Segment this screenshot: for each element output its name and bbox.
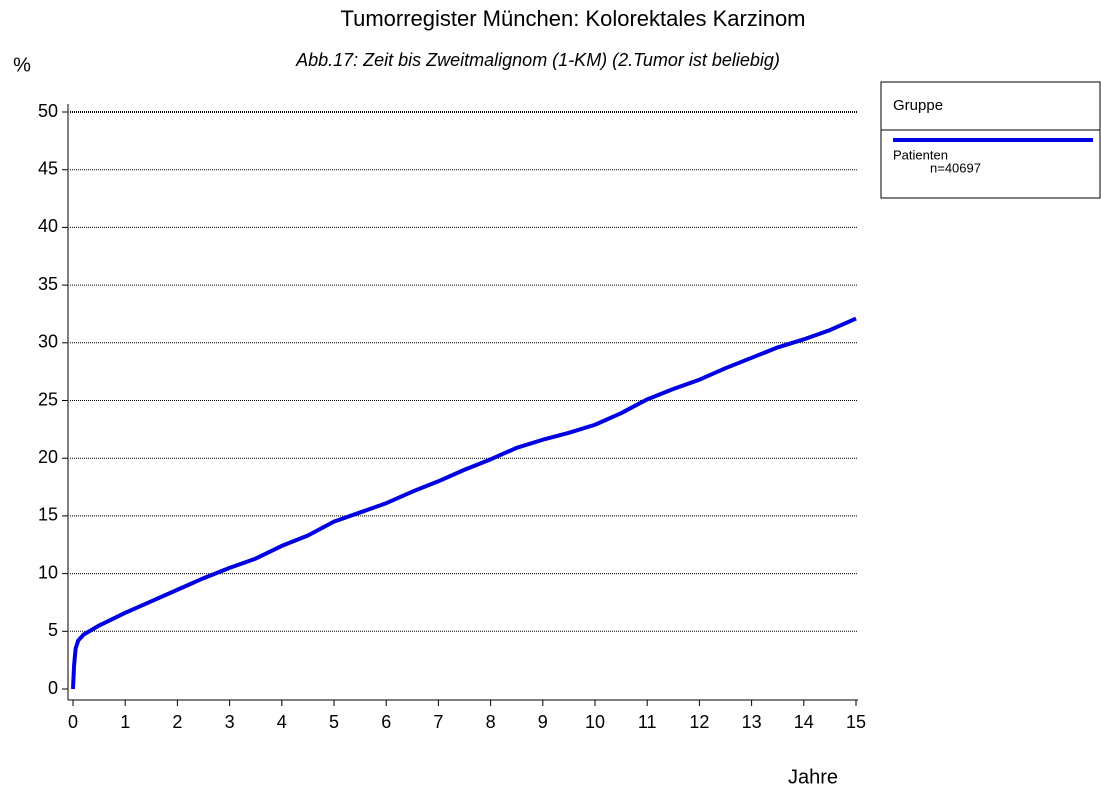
x-tick-label: 7 [433,712,443,732]
y-tick-label: 15 [38,505,58,525]
x-tick-label: 6 [381,712,391,732]
x-tick-label: 0 [68,712,78,732]
y-tick-label: 35 [38,274,58,294]
x-tick-label: 10 [585,712,605,732]
y-axis-label: % [13,54,31,76]
x-tick-label: 5 [329,712,339,732]
legend-box [880,81,1101,199]
x-tick-label: 11 [638,712,657,732]
y-tick-label: 45 [38,158,58,178]
y-tick-label: 10 [38,562,58,582]
y-tick-label: 5 [48,620,58,640]
y-tick-label: 40 [38,216,58,236]
x-tick-label: 9 [538,712,548,732]
legend-title: Gruppe [893,97,943,114]
legend-label: Patienten [893,147,948,162]
y-tick-label: 0 [48,678,58,698]
x-tick-label: 2 [172,712,182,732]
y-tick-label: 20 [38,447,58,467]
x-tick-label: 15 [846,712,866,732]
x-tick-label: 12 [689,712,709,732]
data-line [71,316,857,690]
x-tick-label: 4 [277,712,287,732]
x-axis-label: Jahre [788,766,838,788]
x-tick-label: 14 [794,712,814,732]
y-tick-label: 50 [38,101,58,121]
legend-note: n=40697 [930,160,981,175]
y-tick-label: 25 [38,389,58,409]
chart-title: Tumorregister München: Kolorektales Karz… [340,6,805,31]
x-tick-label: 13 [742,712,762,732]
chart-subtitle: Abb.17: Zeit bis Zweitmalignom (1-KM) (2… [295,50,780,70]
x-tick-label: 8 [486,712,496,732]
x-tick-label: 3 [225,712,235,732]
x-tick-label: 1 [120,712,130,732]
y-tick-label: 30 [38,332,58,352]
